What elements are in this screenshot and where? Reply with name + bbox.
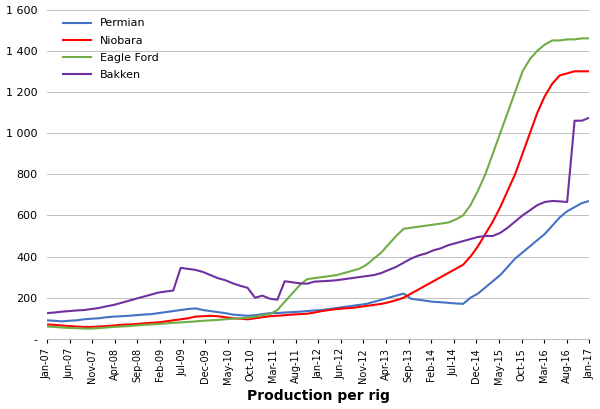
Niobara: [80, 324, 88, 329]
Legend: Permian, Niobara, Eagle Ford, Bakken: Permian, Niobara, Eagle Ford, Bakken: [64, 18, 159, 80]
Bakken: [341, 277, 348, 282]
Eagle Ford: [578, 36, 586, 41]
Permian: [229, 312, 236, 317]
X-axis label: Production per rig: Production per rig: [247, 389, 389, 403]
Permian: [58, 319, 65, 324]
Eagle Ford: [541, 42, 548, 47]
Line: Bakken: Bakken: [47, 118, 589, 313]
Niobara: [162, 319, 169, 324]
Bakken: [534, 202, 541, 207]
Permian: [170, 309, 177, 314]
Permian: [541, 231, 548, 236]
Permian: [348, 303, 355, 308]
Permian: [355, 302, 362, 307]
Bakken: [586, 115, 593, 120]
Eagle Ford: [586, 36, 593, 41]
Niobara: [348, 306, 355, 310]
Bakken: [162, 289, 169, 294]
Eagle Ford: [348, 268, 355, 273]
Bakken: [348, 276, 355, 281]
Niobara: [586, 69, 593, 74]
Permian: [162, 310, 169, 315]
Eagle Ford: [355, 266, 362, 271]
Niobara: [170, 318, 177, 323]
Eagle Ford: [170, 320, 177, 325]
Eagle Ford: [229, 316, 236, 321]
Permian: [43, 318, 50, 323]
Niobara: [229, 316, 236, 321]
Niobara: [43, 322, 50, 327]
Permian: [586, 198, 593, 203]
Niobara: [355, 305, 362, 310]
Bakken: [155, 290, 162, 295]
Bakken: [43, 311, 50, 316]
Line: Niobara: Niobara: [47, 71, 589, 327]
Niobara: [571, 69, 578, 74]
Eagle Ford: [80, 326, 88, 331]
Niobara: [541, 94, 548, 99]
Line: Eagle Ford: Eagle Ford: [47, 38, 589, 328]
Eagle Ford: [43, 324, 50, 329]
Eagle Ford: [162, 321, 169, 326]
Line: Permian: Permian: [47, 201, 589, 321]
Bakken: [221, 278, 229, 283]
